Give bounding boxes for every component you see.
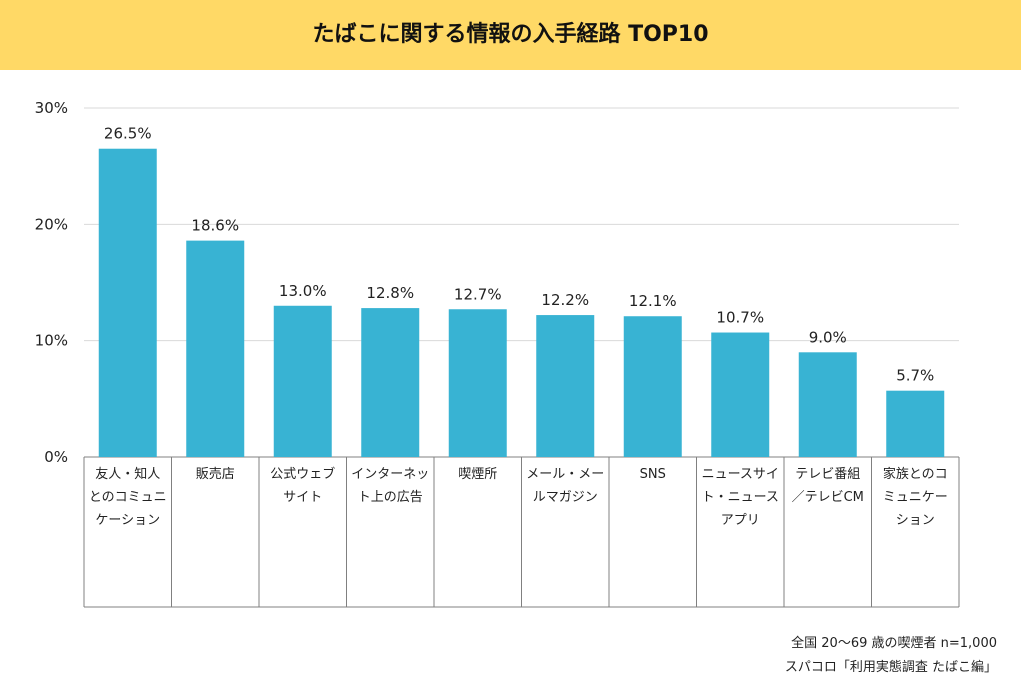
- bar: [798, 352, 857, 457]
- y-tick-label: 10%: [35, 332, 68, 350]
- bar: [886, 390, 945, 457]
- data-label: 12.2%: [541, 291, 589, 309]
- data-label: 12.1%: [629, 292, 677, 310]
- x-tick-label: 友人・知人とのコミュニケーション: [89, 466, 167, 528]
- bar: [536, 315, 595, 457]
- x-tick-label: テレビ番組／テレビCM: [792, 467, 864, 505]
- x-tick-label: インターネット上の広告: [351, 467, 429, 505]
- data-label: 12.8%: [366, 284, 414, 302]
- bar: [98, 148, 157, 457]
- chart-title: たばこに関する情報の入手経路 TOP10: [312, 22, 709, 47]
- x-tick-label: 家族とのコミュニケーション: [883, 466, 948, 528]
- data-label: 12.7%: [454, 285, 502, 303]
- bar: [186, 240, 245, 457]
- source-note: スパコロ「利用実態調査 たばこ編」: [784, 660, 997, 675]
- bar: [361, 308, 420, 457]
- data-label: 26.5%: [104, 125, 152, 143]
- x-tick-label: ニュースサイト・ニュースアプリ: [702, 467, 779, 528]
- bar: [711, 332, 770, 457]
- data-label: 13.0%: [279, 282, 327, 300]
- data-label: 18.6%: [191, 217, 239, 235]
- data-label: 5.7%: [896, 367, 934, 385]
- data-label: 9.0%: [809, 328, 847, 346]
- bar: [623, 316, 682, 457]
- y-tick-label: 30%: [35, 99, 68, 117]
- x-tick-label: メール・メールマガジン: [526, 467, 604, 505]
- y-tick-label: 20%: [35, 215, 68, 233]
- data-label: 10.7%: [716, 309, 764, 327]
- sample-note: 全国 20〜69 歳の喫煙者 n=1,000: [791, 636, 997, 651]
- bar: [273, 305, 332, 457]
- y-tick-label: 0%: [44, 448, 68, 466]
- x-tick-label: 喫煙所: [458, 467, 497, 482]
- x-tick-label: SNS: [640, 467, 666, 482]
- x-tick-label: 販売店: [196, 466, 235, 482]
- x-tick-label: 公式ウェブサイト: [270, 466, 335, 505]
- title-banner: [0, 0, 1021, 70]
- bar-chart: 0% 10% 20% 30% 26.5% 18.6% 13.0% 12.8% 12.7% 12.2…: [35, 99, 960, 608]
- bar: [448, 309, 507, 457]
